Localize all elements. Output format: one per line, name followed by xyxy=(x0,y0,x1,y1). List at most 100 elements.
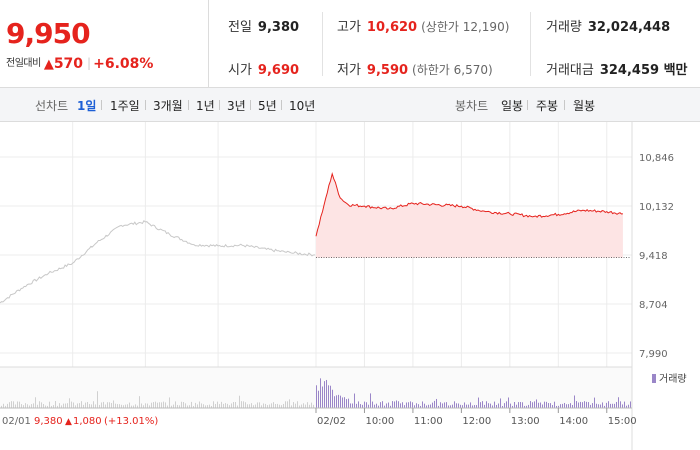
volume-bar-today xyxy=(364,401,365,408)
volume-bar-prev xyxy=(87,402,88,408)
volume-bar-prev xyxy=(295,403,296,408)
volume-bar-today xyxy=(380,402,381,408)
volume-bar-prev xyxy=(273,402,274,408)
volume-bar-prev xyxy=(271,403,272,408)
volume-bar-today xyxy=(538,402,539,408)
volume-bar-today xyxy=(370,393,371,408)
chart-grid xyxy=(0,122,632,367)
volume-bar-today xyxy=(604,405,605,408)
y-tick-label: 8,704 xyxy=(639,300,668,311)
volume-bar-today xyxy=(392,401,393,408)
volume-bar-prev xyxy=(249,404,250,408)
volume-bar-today xyxy=(318,390,319,408)
volume-bar-prev xyxy=(137,405,138,408)
volume-bar-prev xyxy=(171,405,172,408)
volume-bar-today xyxy=(440,402,441,408)
volume-bar-prev xyxy=(27,404,28,408)
volume-bar-today xyxy=(454,401,455,408)
volume-bar-today xyxy=(472,405,473,408)
prev-day-line xyxy=(0,220,316,304)
volume-bar-today xyxy=(616,401,617,408)
volume-bar-prev xyxy=(153,402,154,408)
volume-bar-today xyxy=(556,405,557,408)
volume-bar-today xyxy=(466,404,467,408)
volume-bar-prev xyxy=(53,405,54,408)
volume-bar-today xyxy=(490,403,491,408)
tab-3m[interactable]: 3개월 xyxy=(153,99,183,113)
volume-bar-prev xyxy=(85,402,86,408)
volume-bar-prev xyxy=(291,405,292,408)
volume-bar-today xyxy=(598,404,599,408)
volume-bar-prev xyxy=(217,401,218,408)
tab-weekly[interactable]: 주봉 xyxy=(536,99,559,113)
volume-bar-prev xyxy=(113,400,114,408)
volume-bar-prev xyxy=(135,404,136,408)
volume-bar-prev xyxy=(103,401,104,408)
volume-bar-prev xyxy=(183,401,184,408)
tab-3y[interactable]: 3년 xyxy=(227,99,246,113)
volume-bar-prev xyxy=(107,402,108,408)
tab-daily[interactable]: 일봉 xyxy=(501,99,524,113)
stat-value: 9,690 xyxy=(257,63,300,78)
volume-bar-today xyxy=(384,405,385,408)
volume-bar-prev xyxy=(29,405,30,408)
x-tick-label: 12:00 xyxy=(462,416,491,427)
volume-bar-today xyxy=(536,399,537,408)
volume-bar-today xyxy=(586,401,587,408)
volume-bar-today xyxy=(580,401,581,408)
volume-bar-today xyxy=(570,403,571,408)
volume-bar-today xyxy=(596,403,597,408)
volume-bar-today xyxy=(388,402,389,408)
volume-bar-prev xyxy=(227,403,228,408)
volume-bar-today xyxy=(462,405,463,408)
volume-bar-prev xyxy=(37,404,38,408)
tab-1w[interactable]: 1주일 xyxy=(110,99,140,113)
volume-bar-prev xyxy=(5,405,6,408)
volume-bar-prev xyxy=(243,401,244,408)
volume-bar-prev xyxy=(193,405,194,408)
volume-bar-prev xyxy=(225,403,226,408)
volume-bar-prev xyxy=(141,403,142,408)
tab-1d[interactable]: 1일 xyxy=(77,99,97,113)
volume-bar-prev xyxy=(147,403,148,408)
stat-volume: 거래량 32,024,448 xyxy=(546,16,670,35)
volume-bar-today xyxy=(412,402,413,408)
volume-bar-today xyxy=(344,397,345,408)
volume-bar-today xyxy=(496,404,497,408)
stat-value: 10,620 xyxy=(366,20,418,35)
volume-bar-today xyxy=(552,405,553,408)
chart-period-tabs: 선차트 1일 1주일 3개월 1년 3년 5년 10년 봉차트 일봉 주봉 월봉 xyxy=(0,88,700,122)
volume-bar-today xyxy=(394,401,395,408)
volume-bar-today xyxy=(356,403,357,408)
volume-bar-prev xyxy=(191,401,192,408)
volume-bar-today xyxy=(406,402,407,408)
volume-legend-label: 거래량 xyxy=(659,373,687,385)
prev-session-date: 02/01 xyxy=(2,416,31,427)
stat-label: 시가 xyxy=(228,63,252,78)
volume-bar-today xyxy=(332,389,333,408)
volume-bar-prev xyxy=(49,401,50,408)
volume-bar-prev xyxy=(289,399,290,408)
volume-bar-prev xyxy=(69,398,70,408)
x-tick-label: 11:00 xyxy=(414,416,443,427)
volume-bar-prev xyxy=(281,405,282,408)
volume-bar-today xyxy=(324,381,325,408)
volume-bar-today xyxy=(414,405,415,408)
volume-bar-today xyxy=(504,403,505,408)
volume-bar-prev xyxy=(133,405,134,408)
volume-bar-prev xyxy=(39,401,40,408)
tab-1y[interactable]: 1년 xyxy=(196,99,215,113)
volume-bar-today xyxy=(426,405,427,408)
volume-bar-today xyxy=(514,402,515,408)
volume-bar-prev xyxy=(223,403,224,408)
tab-5y[interactable]: 5년 xyxy=(258,99,277,113)
tab-monthly[interactable]: 월봉 xyxy=(573,99,596,113)
volume-bar-prev xyxy=(125,404,126,408)
volume-bar-today xyxy=(448,405,449,408)
volume-bar-today xyxy=(456,403,457,408)
volume-bar-prev xyxy=(299,405,300,408)
tab-10y[interactable]: 10년 xyxy=(289,99,316,113)
volume-bar-prev xyxy=(187,405,188,408)
prev-session-change: 1,080 xyxy=(73,416,102,427)
volume-bar-prev xyxy=(303,403,304,408)
